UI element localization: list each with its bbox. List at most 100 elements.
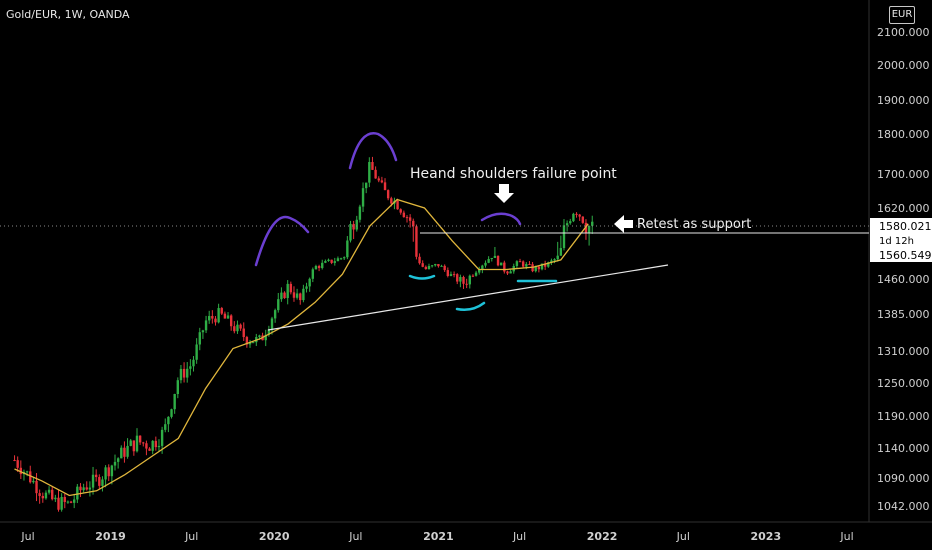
candle-body — [273, 310, 277, 319]
candle-body — [151, 440, 154, 451]
candle-body — [584, 222, 588, 234]
candle-body — [484, 262, 487, 266]
level-box — [870, 247, 932, 262]
candle-body — [29, 471, 32, 483]
candle-body — [19, 467, 23, 475]
candle-body — [251, 342, 255, 344]
time-tick-label: Jul — [348, 530, 362, 543]
candle-body — [575, 213, 578, 215]
candle-body — [478, 269, 481, 273]
candle-body — [123, 447, 126, 457]
candle-body — [208, 316, 211, 321]
candle-body — [38, 493, 41, 496]
price-tick-label: 2000.000 — [877, 59, 930, 72]
candle-body — [456, 274, 459, 282]
candle-body — [57, 497, 60, 510]
price-tick-label: 1900.000 — [877, 94, 930, 107]
candle-body — [339, 258, 343, 260]
candle-body — [459, 276, 462, 282]
candle-body — [452, 274, 456, 276]
candle-body — [47, 489, 51, 493]
candle-body — [587, 225, 591, 234]
price-tick-label: 1620.000 — [877, 202, 930, 215]
candle-body — [415, 226, 418, 257]
candle-body — [54, 497, 57, 500]
candle-body — [189, 366, 192, 369]
time-tick-label: Jul — [676, 530, 690, 543]
candle-body — [245, 337, 249, 345]
candle-body — [352, 223, 355, 230]
candle-body — [182, 368, 186, 378]
candle-body — [233, 326, 236, 332]
candle-body — [528, 264, 531, 266]
moving-average — [14, 198, 589, 497]
candle-body — [204, 320, 208, 331]
candle-body — [506, 271, 509, 274]
current-price-label: 1580.021 — [879, 220, 932, 233]
trough-arc-2 — [455, 301, 486, 311]
candle-body — [69, 501, 73, 503]
candle-body — [226, 315, 230, 319]
candle-body — [223, 313, 227, 319]
chart-title: Gold/EUR, 1W, OANDA — [6, 8, 130, 21]
current-price-box — [870, 218, 932, 251]
price-tick-label: 1385.000 — [877, 308, 930, 321]
candle-body — [32, 480, 35, 483]
candle-body — [443, 265, 446, 271]
candle-body — [85, 487, 88, 490]
time-tick-label: Jul — [184, 530, 198, 543]
candle-body — [327, 259, 330, 261]
candle-body — [164, 424, 167, 430]
candle-body — [324, 260, 327, 263]
candle-body — [474, 272, 478, 276]
candle-body — [421, 263, 424, 267]
candle-body — [72, 499, 76, 503]
time-tick-label: Jul — [20, 530, 34, 543]
candle-body — [289, 283, 293, 293]
candle-body — [383, 182, 387, 191]
price-tick-label: 1800.000 — [877, 128, 930, 141]
candle-body — [569, 221, 572, 224]
candle-body — [437, 264, 440, 267]
candle-body — [578, 214, 581, 217]
candle-body — [521, 261, 525, 267]
currency-badge[interactable]: EUR — [889, 6, 915, 24]
time-tick-label: 2019 — [95, 530, 126, 543]
candle-body — [336, 258, 340, 262]
candle-body — [434, 264, 437, 266]
annotation-hs-failure: Heand shoulders failure point — [410, 166, 617, 182]
axis-labels: 2100.000 2000.000 1900.000 1800.000 1700.000… — [20, 26, 932, 543]
candle-body — [170, 409, 173, 417]
candle-body — [110, 465, 114, 477]
candle-body — [211, 316, 214, 319]
candle-body — [311, 269, 315, 279]
candle-body — [321, 262, 324, 269]
drawings — [0, 131, 869, 331]
candle-body — [371, 162, 374, 170]
candle-body — [248, 342, 252, 345]
candle-body — [229, 315, 233, 327]
candle-body — [572, 213, 575, 222]
down-arrow-icon — [494, 184, 514, 203]
candle-body — [405, 217, 409, 219]
candle-body — [534, 266, 537, 272]
trough-arc-1 — [408, 274, 436, 280]
candle-body — [41, 495, 45, 499]
candle-body — [427, 266, 431, 270]
candle-body — [581, 216, 585, 223]
candle-body — [343, 257, 346, 259]
candle-body — [305, 286, 308, 289]
candle-body — [553, 259, 556, 261]
candle-body — [101, 479, 104, 486]
price-tick-label: 1042.000 — [877, 500, 930, 513]
candle-body — [418, 256, 421, 264]
candle-body — [173, 394, 176, 410]
candle-body — [402, 212, 406, 218]
candle-body — [198, 332, 201, 345]
level-label: 1560.549 — [879, 249, 932, 262]
candle-body — [186, 368, 189, 378]
price-tick-label: 1310.000 — [877, 345, 930, 358]
candle-body — [465, 283, 468, 285]
candle-body — [270, 318, 274, 330]
